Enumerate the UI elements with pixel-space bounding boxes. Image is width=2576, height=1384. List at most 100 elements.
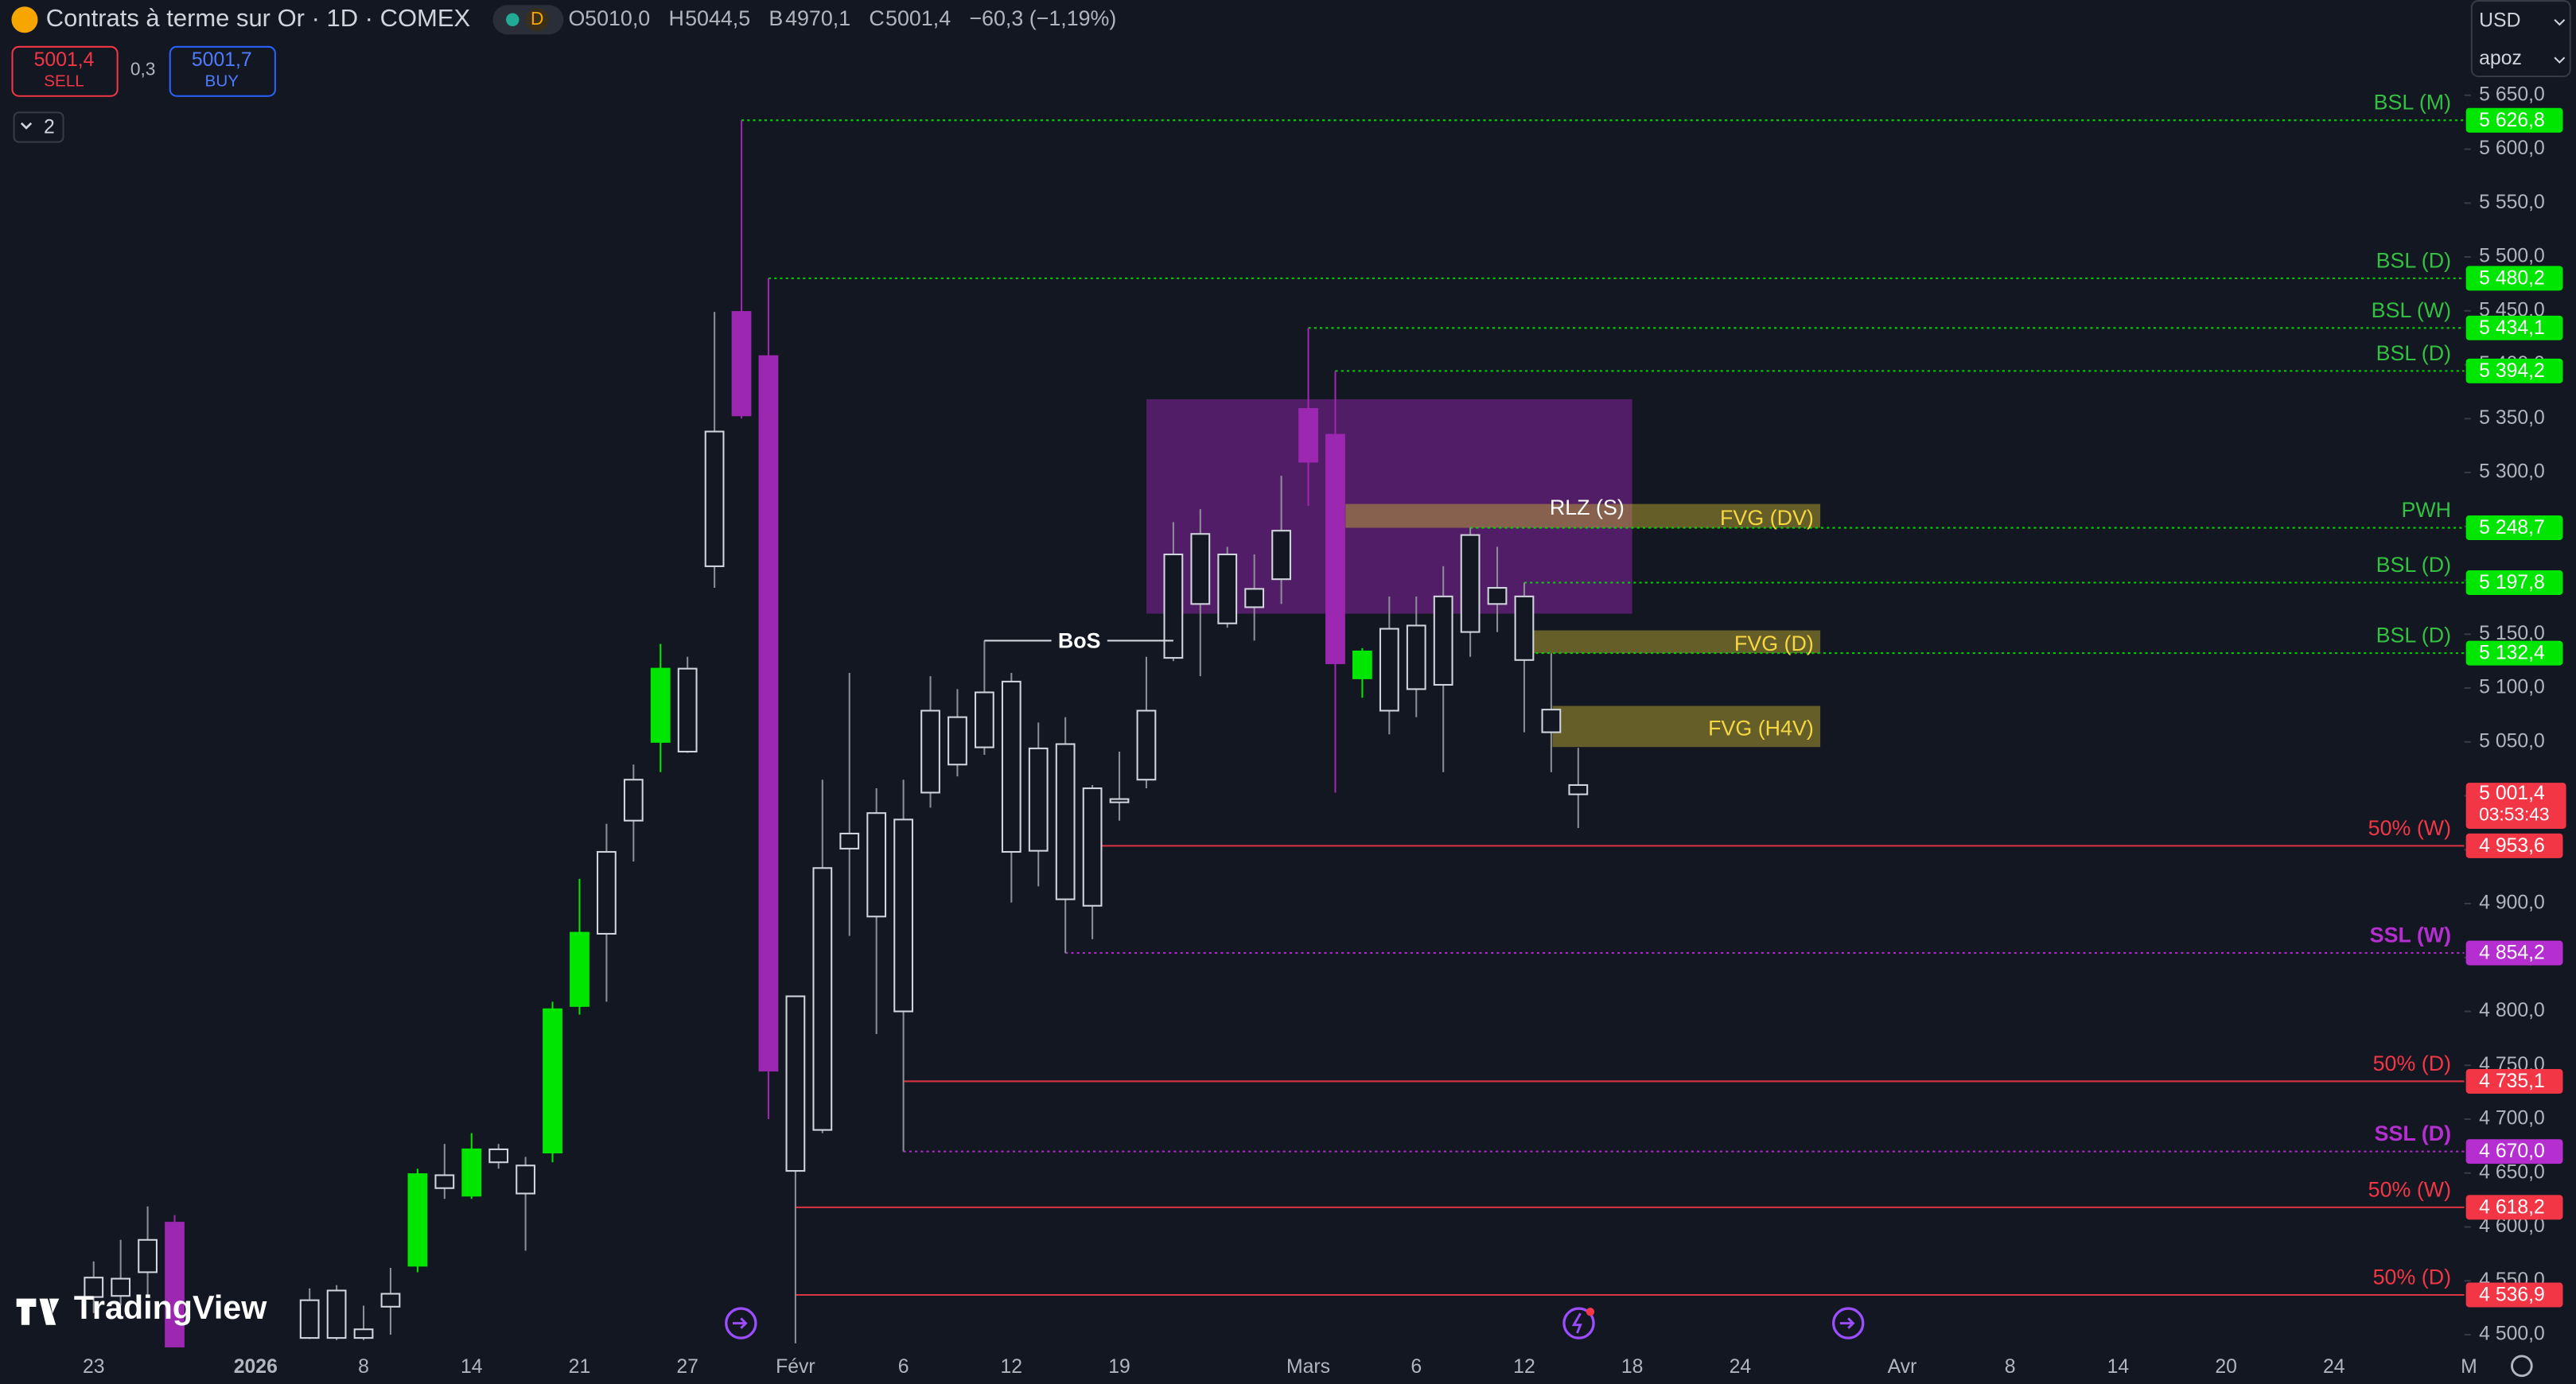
candle-body bbox=[1514, 595, 1535, 661]
event-icon[interactable] bbox=[1562, 1307, 1595, 1339]
buy-label: BUY bbox=[205, 72, 239, 91]
y-tick-label: 5 100,0 bbox=[2479, 677, 2545, 698]
bos-bg bbox=[1051, 627, 1107, 654]
y-tick-label: 4 700,0 bbox=[2479, 1108, 2545, 1129]
current-price-tag bbox=[2465, 783, 2566, 829]
x-tick-label: 14 bbox=[2107, 1356, 2130, 1378]
event-arrow bbox=[733, 1317, 748, 1329]
indicators-toggle[interactable] bbox=[13, 111, 64, 143]
x-tick-label: 12 bbox=[1001, 1356, 1023, 1378]
candle-body bbox=[1460, 534, 1481, 633]
y-tick-label: 5 300,0 bbox=[2479, 461, 2545, 483]
level-label: BSL (M) bbox=[2374, 91, 2451, 115]
candle-body bbox=[1001, 680, 1021, 853]
x-tick-label: 8 bbox=[2005, 1356, 2016, 1378]
zone bbox=[1552, 706, 1821, 748]
candle-body bbox=[812, 867, 833, 1131]
price-tag bbox=[2465, 1139, 2563, 1164]
candle-body bbox=[1028, 747, 1049, 852]
price-tag bbox=[2465, 315, 2563, 340]
x-tick-label: Févr bbox=[776, 1356, 815, 1378]
buy-button[interactable] bbox=[169, 45, 276, 97]
candle-body bbox=[1298, 408, 1318, 463]
buy-price: 5001,7 bbox=[192, 49, 252, 71]
currency-selector[interactable] bbox=[2470, 0, 2571, 78]
candle-body bbox=[1271, 530, 1291, 581]
tv-logo-icon bbox=[16, 1298, 60, 1325]
y-tick-label: 5 600,0 bbox=[2479, 138, 2545, 159]
candle-body bbox=[623, 779, 644, 822]
ohlc-value: 5044,5 bbox=[685, 6, 750, 30]
price-tag-label: 4 670,0 bbox=[2479, 1141, 2545, 1162]
candle-body bbox=[299, 1299, 320, 1339]
settings-icon[interactable] bbox=[2511, 1355, 2533, 1378]
price-tag-label: 5 394,2 bbox=[2479, 360, 2545, 382]
zone bbox=[1345, 503, 1821, 528]
price-tag bbox=[2465, 1068, 2563, 1094]
price-tag bbox=[2465, 640, 2563, 666]
zone-label: FVG (D) bbox=[1734, 632, 1814, 655]
y-tick-label: 5 550,0 bbox=[2479, 192, 2545, 213]
price-tag bbox=[2465, 266, 2563, 291]
candle-body bbox=[461, 1148, 482, 1197]
symbol-icon bbox=[11, 6, 38, 33]
candle-body bbox=[948, 716, 967, 766]
candle-body bbox=[596, 850, 617, 935]
ohlc-value: 5001,4 bbox=[885, 6, 951, 30]
event-arrow bbox=[1839, 1317, 1855, 1329]
ohlc-key: C bbox=[869, 6, 884, 30]
event-icon[interactable] bbox=[725, 1307, 757, 1339]
candle-body bbox=[380, 1293, 401, 1308]
ohlc-legend: O 5010,0 H 5044,5 B 4970,1 C 5001,4 bbox=[569, 6, 951, 30]
candle-body bbox=[704, 430, 725, 567]
candle-body bbox=[1433, 595, 1453, 686]
price-tag bbox=[2465, 833, 2563, 858]
candle-body bbox=[1082, 787, 1103, 907]
price-tag-label: 5 197,8 bbox=[2479, 572, 2545, 593]
candle-body bbox=[1541, 709, 1562, 733]
indicator-count: 2 bbox=[44, 117, 55, 138]
change: −60,3 (−1,19%) bbox=[969, 6, 1116, 30]
price-tag bbox=[2465, 1282, 2563, 1308]
spread: 0,3 bbox=[130, 59, 156, 80]
chevrons bbox=[2554, 19, 2566, 64]
price-tag-label: 5 626,8 bbox=[2479, 110, 2545, 131]
candle-body bbox=[731, 311, 752, 417]
y-tick-label: 4 500,0 bbox=[2479, 1324, 2545, 1345]
ohlc-value: 5010,0 bbox=[585, 6, 650, 30]
zone-label: FVG (H4V) bbox=[1708, 717, 1814, 741]
symbol-title: Contrats à terme sur Or · 1D · COMEX bbox=[46, 4, 470, 32]
candle-body bbox=[1487, 586, 1508, 605]
candle-body bbox=[516, 1164, 535, 1195]
event-icons bbox=[725, 1307, 1865, 1339]
zone bbox=[1527, 630, 1821, 654]
zone-label: RLZ (S) bbox=[1550, 496, 1625, 519]
candle-body bbox=[1352, 650, 1372, 679]
badge-bg bbox=[525, 8, 549, 32]
price-tag bbox=[2465, 358, 2563, 383]
level-label: BSL (D) bbox=[2376, 248, 2451, 272]
level-label: SSL (W) bbox=[2370, 923, 2451, 947]
price-tag-label: 5 434,1 bbox=[2479, 317, 2545, 339]
level-label: PWH bbox=[2401, 498, 2451, 522]
candle-body bbox=[1217, 553, 1238, 624]
price-axis-panel bbox=[2464, 0, 2576, 1347]
event-icon[interactable] bbox=[1831, 1307, 1865, 1339]
level-label: 50% (D) bbox=[2373, 1052, 2451, 1075]
candle-body bbox=[570, 931, 590, 1007]
sell-button[interactable] bbox=[11, 45, 119, 97]
ohlc-key: B bbox=[769, 6, 783, 30]
x-tick-label: 23 bbox=[83, 1356, 105, 1378]
candle-body bbox=[434, 1174, 455, 1189]
price-tag-label: 5 480,2 bbox=[2479, 267, 2545, 289]
candle-body bbox=[543, 1008, 562, 1154]
candle-body bbox=[407, 1173, 428, 1267]
zone-label: FVG (DV) bbox=[1720, 506, 1814, 530]
y-tick-label: 5 500,0 bbox=[2479, 246, 2545, 267]
candle-body bbox=[1568, 783, 1589, 795]
price-tag bbox=[2465, 515, 2563, 541]
price-tag bbox=[2465, 1195, 2563, 1220]
candle-body bbox=[920, 709, 940, 794]
sell-label: SELL bbox=[44, 72, 84, 91]
